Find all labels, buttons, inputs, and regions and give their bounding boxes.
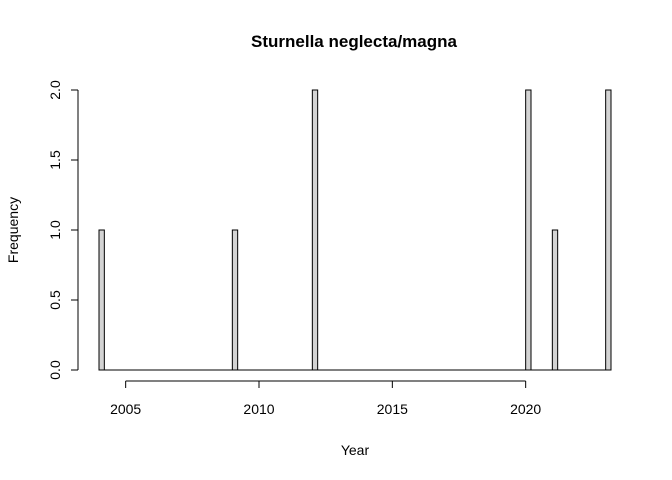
x-tick-label-2015: 2015 — [377, 401, 408, 417]
bar-2009 — [231, 229, 239, 371]
chart-title: Sturnella neglecta/magna — [251, 32, 457, 51]
x-tick-label-2020: 2020 — [510, 401, 541, 417]
y-tick-label-1.0: 1.0 — [47, 220, 63, 240]
bar-2012 — [311, 89, 319, 371]
bar-2020 — [525, 89, 532, 371]
y-tick-label-2.0: 2.0 — [47, 80, 63, 100]
x-axis-label: Year — [341, 442, 370, 458]
y-tick-label-0.5: 0.5 — [47, 290, 63, 310]
y-tick-label-1.5: 1.5 — [47, 150, 63, 170]
x-axis: 2005 2010 2015 2020 — [110, 380, 541, 417]
bar-2004 — [98, 229, 105, 371]
y-tick-label-0.0: 0.0 — [47, 360, 63, 380]
y-axis: 0.0 0.5 1.0 1.5 2.0 — [47, 80, 79, 380]
bar-2021 — [551, 229, 559, 371]
x-tick-label-2010: 2010 — [243, 401, 274, 417]
x-tick-label-2005: 2005 — [110, 401, 141, 417]
y-axis-label: Frequency — [5, 197, 21, 263]
bar-2023 — [605, 89, 612, 371]
bars — [98, 89, 612, 371]
